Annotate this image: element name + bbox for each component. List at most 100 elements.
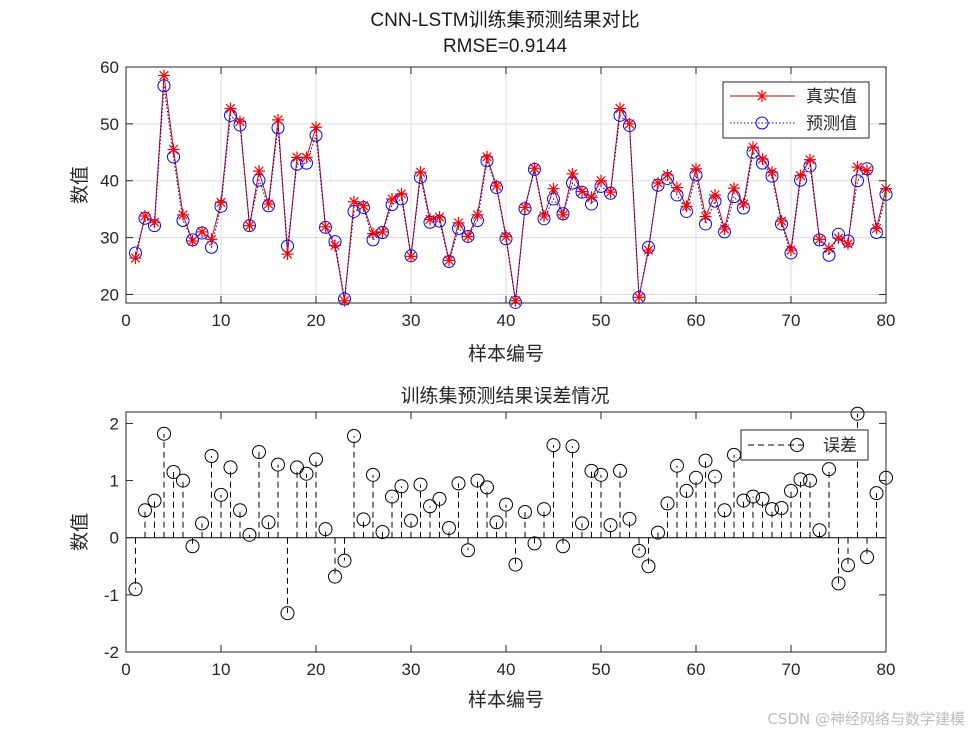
true-point	[680, 200, 693, 213]
true-point	[281, 248, 294, 261]
error-point	[242, 527, 257, 542]
error-point	[774, 501, 789, 515]
true-point	[205, 233, 218, 246]
true-point	[804, 153, 816, 166]
true-point	[452, 216, 465, 229]
true-point	[139, 209, 151, 222]
error-point	[537, 502, 551, 517]
true-point	[566, 167, 579, 180]
error-point	[138, 503, 152, 518]
error-point	[451, 476, 466, 491]
legend-error-marker	[790, 438, 804, 452]
true-point	[652, 177, 664, 190]
error-point	[356, 512, 371, 527]
true-point	[528, 162, 541, 175]
true-point	[823, 242, 835, 255]
true-point	[851, 161, 864, 174]
bottom-ytick-label: -2	[104, 643, 119, 662]
top-xtick-label: 10	[212, 311, 231, 330]
bottom-chart: 训练集预测结果误差情况 0 10 20 30 40 50 60 70 80 -2 -1 0 1 2 样本编…	[69, 385, 895, 711]
true-point	[481, 150, 493, 163]
true-point	[196, 225, 208, 238]
error-point	[147, 493, 162, 508]
true-point	[348, 195, 360, 208]
predicted-point	[851, 174, 864, 188]
error-point	[869, 486, 884, 501]
true-point	[642, 244, 655, 257]
error-point	[831, 576, 846, 591]
error-point	[527, 536, 542, 551]
error-point	[176, 473, 190, 488]
error-point	[347, 429, 361, 443]
error-point	[622, 511, 637, 526]
top-ytick-label: 60	[100, 58, 119, 77]
true-point	[338, 294, 351, 307]
true-point	[443, 254, 455, 267]
error-point	[366, 467, 380, 482]
bottom-legend: 误差	[740, 429, 869, 461]
error-point	[841, 558, 855, 573]
bottom-xtick-label: 10	[212, 660, 231, 679]
true-point	[718, 223, 731, 236]
bottom-ticks: 0 10 20 30 40 50 60 70 80 -2 -1 0 1 2	[104, 412, 896, 679]
error-point	[613, 463, 627, 478]
true-point	[547, 182, 560, 195]
error-point	[765, 502, 779, 517]
true-point	[870, 222, 883, 235]
error-point	[157, 426, 171, 441]
true-point	[262, 198, 275, 211]
true-point	[158, 69, 170, 82]
error-point	[670, 458, 684, 473]
top-xtick-label: 30	[402, 311, 421, 330]
bottom-xtick-label: 60	[687, 660, 706, 679]
error-point	[812, 523, 827, 538]
true-point	[785, 244, 797, 257]
true-point	[509, 294, 522, 307]
true-point	[148, 216, 161, 229]
true-point	[129, 252, 142, 265]
true-point	[253, 165, 265, 178]
error-point	[432, 491, 447, 506]
error-point	[594, 467, 608, 482]
bottom-ytick-label: 2	[110, 414, 119, 433]
top-ytick-label: 40	[100, 172, 119, 191]
true-point	[167, 143, 180, 156]
true-point	[500, 230, 512, 243]
true-point	[490, 179, 503, 192]
true-point	[832, 232, 845, 245]
bottom-xtick-label: 80	[877, 660, 896, 679]
top-legend-box	[722, 81, 870, 139]
error-point	[470, 473, 485, 488]
error-point	[803, 473, 817, 488]
bottom-ytick-label: 0	[110, 529, 119, 548]
true-point	[234, 115, 246, 128]
error-point	[280, 606, 295, 621]
top-ytick-label: 20	[100, 285, 119, 304]
error-point	[271, 457, 285, 472]
error-point	[736, 493, 751, 508]
bottom-xtick-label: 20	[307, 660, 326, 679]
true-point	[623, 117, 636, 130]
error-point	[489, 515, 504, 530]
true-point	[272, 113, 284, 126]
error-point	[717, 503, 732, 518]
bottom-chart-title: 训练集预测结果误差情况	[400, 385, 609, 407]
error-point	[423, 499, 437, 514]
error-point	[413, 477, 428, 492]
true-point	[224, 102, 237, 115]
true-point	[462, 230, 474, 243]
true-point	[395, 187, 408, 200]
error-point	[461, 543, 475, 558]
true-point	[585, 191, 598, 204]
top-ticks: 0 10 20 30 40 50 60 70 80 20 30 40 50 60	[100, 58, 895, 330]
error-point	[214, 487, 228, 502]
error-point	[850, 406, 865, 421]
top-ytick-label: 30	[100, 229, 119, 248]
true-point	[737, 198, 750, 211]
error-point	[565, 439, 580, 454]
legend-pred-marker	[755, 116, 769, 130]
error-point	[442, 521, 456, 535]
bottom-xtick-label: 70	[782, 660, 801, 679]
error-point	[223, 460, 238, 475]
top-chart: CNN-LSTM训练集预测结果对比 RMSE=0.9144 0 10 20 30 40 5…	[69, 9, 895, 365]
